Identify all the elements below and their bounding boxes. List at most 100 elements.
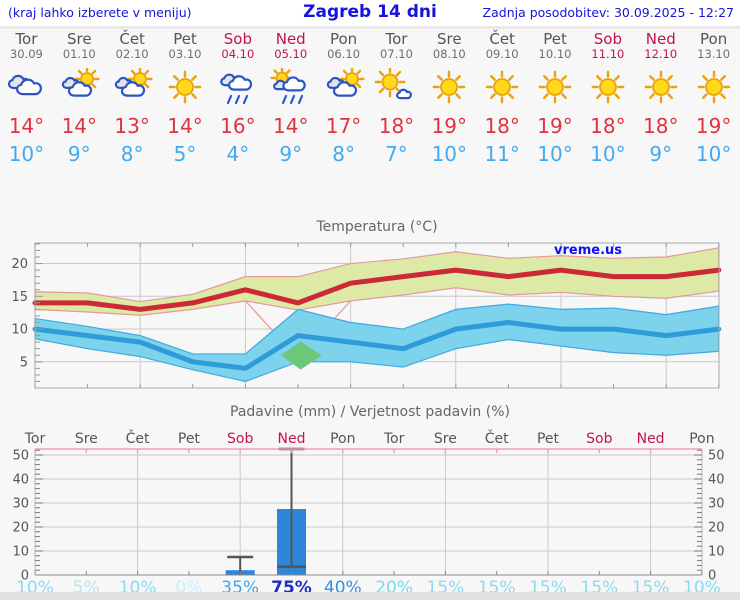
day-column-30.09[interactable]: Tor 30.09 14° 10° xyxy=(0,31,53,167)
day-date: 02.10 xyxy=(115,47,149,61)
day-name: Sob xyxy=(593,30,622,48)
day-column-11.10[interactable]: Sob 11.10 18° 10° xyxy=(581,31,634,167)
cloudy-icon xyxy=(8,74,43,96)
day-icon-slot xyxy=(581,68,634,108)
day-tmax: 18° xyxy=(643,114,679,138)
day-column-01.10[interactable]: Sre 01.10 14° 9° xyxy=(53,31,106,167)
day-name: Sob xyxy=(223,30,252,48)
day-name: Tor xyxy=(15,30,38,48)
day-tmin: 9° xyxy=(649,142,673,166)
day-column-06.10[interactable]: Pon 06.10 17° 8° xyxy=(317,31,370,167)
partly-cloudy-icon xyxy=(326,66,365,97)
forecast-days-panel: Tor 30.09 14° 10° Sre 01.10 14° 9° Čet 02.10 13° 8°… xyxy=(0,31,740,167)
precip-ytick-right: 30 xyxy=(708,497,725,512)
day-tmax: 16° xyxy=(220,114,256,138)
day-tmin: 10° xyxy=(590,142,626,166)
day-column-12.10[interactable]: Ned 12.10 18° 9° xyxy=(634,31,687,167)
precip-ytick-left: 10 xyxy=(12,545,29,560)
day-icon-slot xyxy=(106,66,159,108)
precip-day-label: Tor xyxy=(383,431,405,447)
day-name: Čet xyxy=(489,30,515,48)
temp-ytick-label: 10 xyxy=(11,323,28,338)
day-name: Sre xyxy=(437,30,462,48)
sunny-icon xyxy=(591,70,625,104)
tmax-uncertainty-band xyxy=(34,247,720,316)
precip-day-label: Pet xyxy=(537,431,560,447)
day-icon-slot xyxy=(211,68,264,108)
precip-ytick-right: 50 xyxy=(708,449,725,464)
precip-bar xyxy=(277,509,306,575)
day-name: Čet xyxy=(119,30,145,48)
precip-ytick-right: 40 xyxy=(708,473,725,488)
day-date: 01.10 xyxy=(62,47,96,61)
partly-cloudy-icon xyxy=(114,66,153,97)
day-icon-slot xyxy=(159,68,212,108)
footer-strip xyxy=(0,592,740,600)
precip-day-label: Sob xyxy=(586,431,612,447)
day-column-02.10[interactable]: Čet 02.10 13° 8° xyxy=(106,31,159,167)
day-tmax: 19° xyxy=(431,114,468,138)
temp-chart-title: Temperatura (°C) xyxy=(315,219,437,235)
menu-hint: (kraj lahko izberete v meniju) xyxy=(8,5,192,20)
precip-day-label: Pet xyxy=(178,431,201,447)
day-column-08.10[interactable]: Sre 08.10 19° 10° xyxy=(423,31,476,167)
day-date: 08.10 xyxy=(432,47,466,61)
day-date: 10.10 xyxy=(538,47,572,61)
day-tmax: 17° xyxy=(325,114,362,138)
day-name: Ned xyxy=(275,30,306,48)
precip-bar xyxy=(225,570,255,575)
day-tmax: 14° xyxy=(273,114,309,138)
precip-day-label: Sob xyxy=(227,431,253,447)
day-tmin: 8° xyxy=(332,142,355,166)
tmax-line xyxy=(32,267,722,312)
day-name: Pon xyxy=(700,30,728,48)
day-tmin: 11° xyxy=(484,142,520,166)
sunny-icon xyxy=(485,70,519,104)
day-icon-slot xyxy=(476,68,529,108)
precip-day-label: Sre xyxy=(434,431,457,447)
temp-ytick-label: 15 xyxy=(11,290,28,305)
day-icon-slot xyxy=(423,68,476,108)
precip-day-label: Čet xyxy=(485,429,509,447)
day-icon-slot xyxy=(634,68,687,108)
day-column-03.10[interactable]: Pet 03.10 14° 5° xyxy=(159,31,212,167)
precipitation-chart: Padavine (mm) / Verjetnost padavin (%) To… xyxy=(12,404,724,598)
day-tmin: 9° xyxy=(279,142,303,166)
day-column-09.10[interactable]: Čet 09.10 18° 11° xyxy=(476,31,529,167)
temp-ytick-label: 20 xyxy=(11,257,28,272)
day-tmin: 10° xyxy=(537,142,573,166)
day-column-13.10[interactable]: Pon 13.10 19° 10° xyxy=(687,31,740,167)
day-name: Pet xyxy=(173,30,197,48)
tmin-uncertainty-band xyxy=(34,303,720,383)
day-column-10.10[interactable]: Pet 10.10 19° 10° xyxy=(529,31,582,167)
day-tmax: 19° xyxy=(537,114,573,138)
day-date: 03.10 xyxy=(168,47,202,61)
day-tmin: 4° xyxy=(226,142,250,166)
day-tmin: 10° xyxy=(431,142,468,166)
day-tmax: 18° xyxy=(484,114,520,138)
day-date: 11.10 xyxy=(591,47,625,61)
precip-ytick-right: 10 xyxy=(708,545,725,560)
day-column-05.10[interactable]: Ned 05.10 14° 9° xyxy=(264,31,317,167)
day-icon-slot xyxy=(317,66,370,108)
day-tmax: 14° xyxy=(61,114,98,138)
sunny-icon xyxy=(432,70,466,104)
day-name: Tor xyxy=(385,30,408,48)
precip-ytick-left: 50 xyxy=(12,449,29,464)
day-column-04.10[interactable]: Sob 04.10 16° 4° xyxy=(211,31,264,167)
day-name: Pon xyxy=(329,30,358,48)
day-icon-slot xyxy=(687,68,740,108)
day-date: 09.10 xyxy=(485,47,519,61)
day-column-07.10[interactable]: Tor 07.10 18° 7° xyxy=(370,31,423,167)
last-update: Zadnja posodobitev: 30.09.2025 - 12:27 xyxy=(482,5,734,20)
temperature-chart: Temperatura (°C) 5 10 15 20 vreme.us xyxy=(11,219,722,389)
sunny-icon xyxy=(538,70,572,104)
day-icon-slot xyxy=(370,66,423,108)
precip-day-label: Sre xyxy=(75,431,98,447)
day-tmin: 7° xyxy=(385,142,408,166)
precip-ytick-left: 30 xyxy=(12,497,29,512)
precip-chart-title: Padavine (mm) / Verjetnost padavin (%) xyxy=(230,404,510,420)
mostly-sunny-icon xyxy=(374,66,413,100)
header-divider xyxy=(0,26,740,29)
day-tmin: 10° xyxy=(8,142,45,166)
